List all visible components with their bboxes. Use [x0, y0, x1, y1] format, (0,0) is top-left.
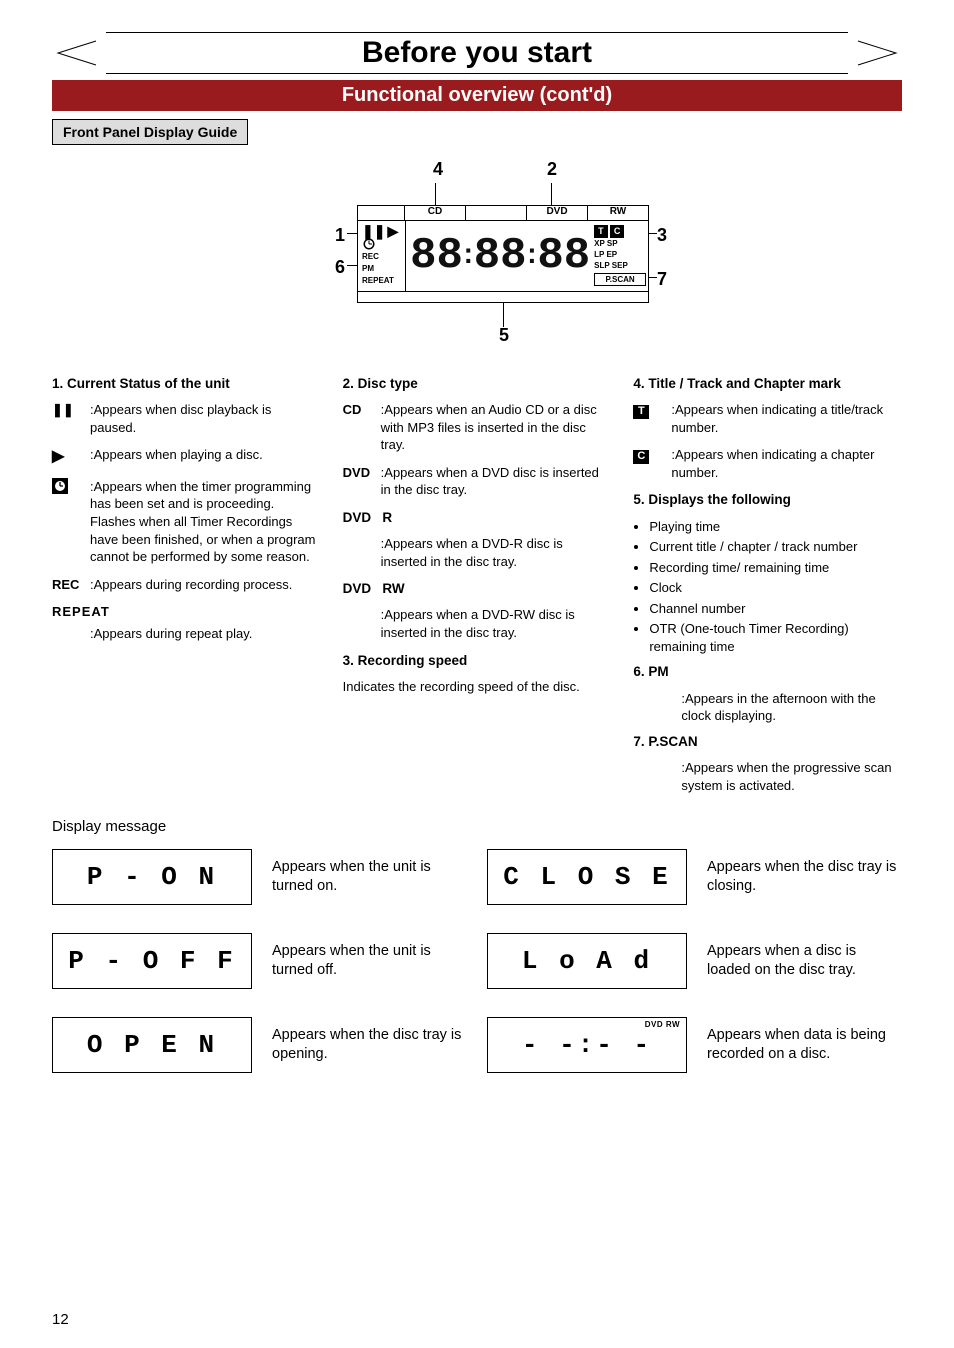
- recspeed-desc: Indicates the recording speed of the dis…: [343, 678, 612, 696]
- dvdr-heading: DVD R: [343, 509, 612, 527]
- pause-desc: :Appears when disc playback is paused.: [90, 401, 321, 436]
- dvdrw-desc: :Appears when a DVD-RW disc is inserted …: [343, 606, 612, 641]
- display-message-desc: Appears when data is being recorded on a…: [707, 1026, 902, 1064]
- displays-list: Playing time Current title / chapter / tr…: [633, 518, 902, 656]
- rec-glyph: REC: [52, 576, 80, 594]
- displays-list-item: Clock: [649, 579, 902, 597]
- display-message-heading: Display message: [52, 818, 902, 835]
- heading-pm: 6. PM: [633, 663, 902, 681]
- chevron-left-icon: [52, 39, 98, 67]
- clock-icon: [362, 237, 376, 251]
- diag-num-4: 4: [433, 159, 443, 180]
- display-message-box: P - O N: [52, 849, 252, 905]
- repeat-desc: :Appears during repeat play.: [52, 625, 321, 643]
- display-message-desc: Appears when the unit is turned off.: [272, 942, 467, 980]
- displays-list-item: Current title / chapter / track number: [649, 538, 902, 556]
- column-3: 4. Title / Track and Chapter mark T :App…: [633, 369, 902, 794]
- subtitle-bar: Functional overview (cont'd): [52, 80, 902, 111]
- diag-num-6: 6: [335, 257, 345, 278]
- display-message-desc: Appears when the unit is turned on.: [272, 858, 467, 896]
- display-message-grid: P - O N Appears when the unit is turned o…: [52, 849, 902, 1073]
- c-mark-icon: C: [633, 446, 661, 464]
- display-message-desc: Appears when the disc tray is closing.: [707, 858, 902, 896]
- lcd-digits: 88:88:88: [406, 221, 590, 291]
- rec-desc: :Appears during recording process.: [90, 576, 321, 594]
- c-mark-desc: :Appears when indicating a chapter numbe…: [671, 446, 902, 481]
- lcd-panel: CD DVD RW ❚❚▶ REC PM REPEAT 88:88:88 T C: [357, 205, 649, 303]
- displays-list-item: Playing time: [649, 518, 902, 536]
- lcd-right-col: T C XP SP LP EP SLP SEP P.SCAN: [590, 221, 648, 291]
- display-message-box: O P E N: [52, 1017, 252, 1073]
- displays-list-item: Recording time/ remaining time: [649, 559, 902, 577]
- display-message-box: - -:- -DVD RW: [487, 1017, 687, 1073]
- dvd-glyph: DVD: [343, 464, 371, 482]
- diag-num-2: 2: [547, 159, 557, 180]
- pause-icon: ❚❚: [52, 401, 80, 419]
- diag-num-5: 5: [499, 325, 509, 346]
- pscan-desc: :Appears when the progressive scan syste…: [633, 759, 902, 794]
- diag-num-1: 1: [335, 225, 345, 246]
- heading-recspeed: 3. Recording speed: [343, 652, 612, 670]
- diag-num-3: 3: [657, 225, 667, 246]
- chevron-right-icon: [856, 39, 902, 67]
- cd-glyph: CD: [343, 401, 371, 419]
- dvdrw-heading: DVD RW: [343, 580, 612, 598]
- timer-icon: [52, 478, 80, 499]
- heading-disctype: 2. Disc type: [343, 375, 612, 393]
- play-icon: ▶: [52, 446, 80, 468]
- subguide-box: Front Panel Display Guide: [52, 119, 248, 145]
- play-desc: :Appears when playing a disc.: [90, 446, 321, 464]
- cd-desc: :Appears when an Audio CD or a disc with…: [381, 401, 612, 454]
- heading-displays: 5. Displays the following: [633, 491, 902, 509]
- heading-pscan: 7. P.SCAN: [633, 733, 902, 751]
- display-message-box: C L O S E: [487, 849, 687, 905]
- displays-list-item: Channel number: [649, 600, 902, 618]
- t-mark-desc: :Appears when indicating a title/track n…: [671, 401, 902, 436]
- diag-num-7: 7: [657, 269, 667, 290]
- pm-desc: :Appears in the afternoon with the clock…: [633, 690, 902, 725]
- lcd-left-col: ❚❚▶ REC PM REPEAT: [358, 221, 406, 291]
- dvdr-desc: :Appears when a DVD-R disc is inserted i…: [343, 535, 612, 570]
- heading-title-chapter: 4. Title / Track and Chapter mark: [633, 375, 902, 393]
- page-number: 12: [52, 1311, 69, 1328]
- t-mark-icon: T: [633, 401, 661, 419]
- title-row: Before you start: [52, 32, 902, 74]
- description-columns: 1. Current Status of the unit ❚❚ :Appear…: [52, 369, 902, 794]
- displays-list-item: OTR (One-touch Timer Recording) remainin…: [649, 620, 902, 655]
- display-message-box: P - O F F: [52, 933, 252, 989]
- panel-diagram: 4 2 1 3 6 7 5 CD DVD RW ❚❚▶ REC: [257, 159, 697, 349]
- lcd-top-rw: RW: [588, 206, 648, 220]
- lcd-top-dvd: DVD: [527, 206, 588, 220]
- repeat-glyph: REPEAT: [52, 603, 321, 621]
- display-message-box: L o A d: [487, 933, 687, 989]
- display-message-desc: Appears when the disc tray is opening.: [272, 1026, 467, 1064]
- timer-desc: :Appears when the timer programming has …: [90, 478, 321, 566]
- page-title: Before you start: [106, 32, 848, 74]
- column-1: 1. Current Status of the unit ❚❚ :Appear…: [52, 369, 321, 794]
- lcd-top-cd: CD: [405, 206, 466, 220]
- column-2: 2. Disc type CD :Appears when an Audio C…: [343, 369, 612, 794]
- dvd-desc: :Appears when a DVD disc is inserted in …: [381, 464, 612, 499]
- heading-status: 1. Current Status of the unit: [52, 375, 321, 393]
- display-message-desc: Appears when a disc is loaded on the dis…: [707, 942, 902, 980]
